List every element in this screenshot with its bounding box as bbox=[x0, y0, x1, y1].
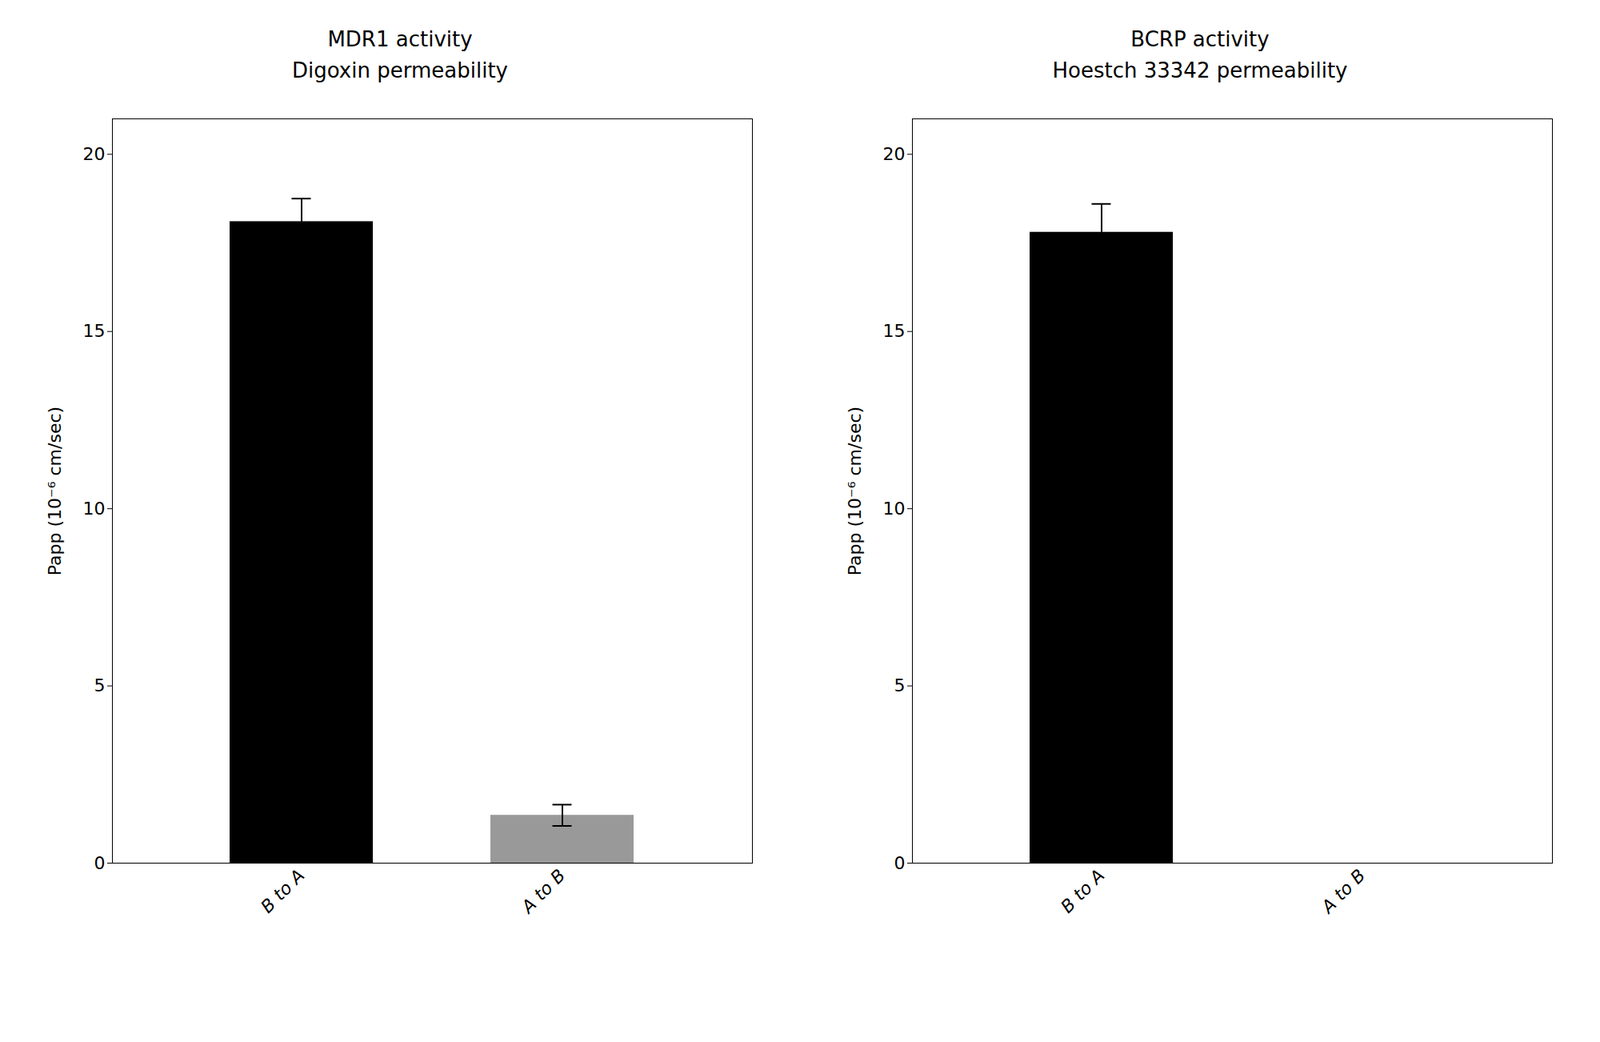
svg-text:A to B: A to B bbox=[1316, 864, 1370, 918]
html-text:Hoestch 33342 permeability: Hoestch 33342 permeability bbox=[1052, 58, 1348, 83]
svg-text:B to A: B to A bbox=[1056, 864, 1109, 917]
svg-text:Papp (10⁻⁶ cm/sec): Papp (10⁻⁶ cm/sec) bbox=[44, 406, 65, 576]
svg-text:B to A: B to A bbox=[256, 864, 309, 917]
svg-text:5: 5 bbox=[894, 675, 906, 696]
svg-text:0: 0 bbox=[94, 852, 106, 873]
html-text:MDR1 activity: MDR1 activity bbox=[327, 27, 473, 52]
html-text:Digoxin permeability: Digoxin permeability bbox=[292, 58, 508, 83]
svg-text:5: 5 bbox=[94, 675, 106, 696]
svg-text:A to B: A to B bbox=[516, 864, 570, 918]
svg-text:15: 15 bbox=[83, 320, 106, 341]
svg-text:20: 20 bbox=[883, 144, 906, 164]
svg-text:10: 10 bbox=[83, 498, 106, 519]
svg-text:15: 15 bbox=[883, 320, 906, 341]
svg-text:20: 20 bbox=[83, 144, 106, 164]
svg-text:Papp (10⁻⁶ cm/sec): Papp (10⁻⁶ cm/sec) bbox=[844, 406, 865, 576]
svg-text:10: 10 bbox=[883, 498, 906, 519]
html-text:BCRP activity: BCRP activity bbox=[1130, 27, 1270, 52]
svg-text:0: 0 bbox=[894, 852, 906, 873]
